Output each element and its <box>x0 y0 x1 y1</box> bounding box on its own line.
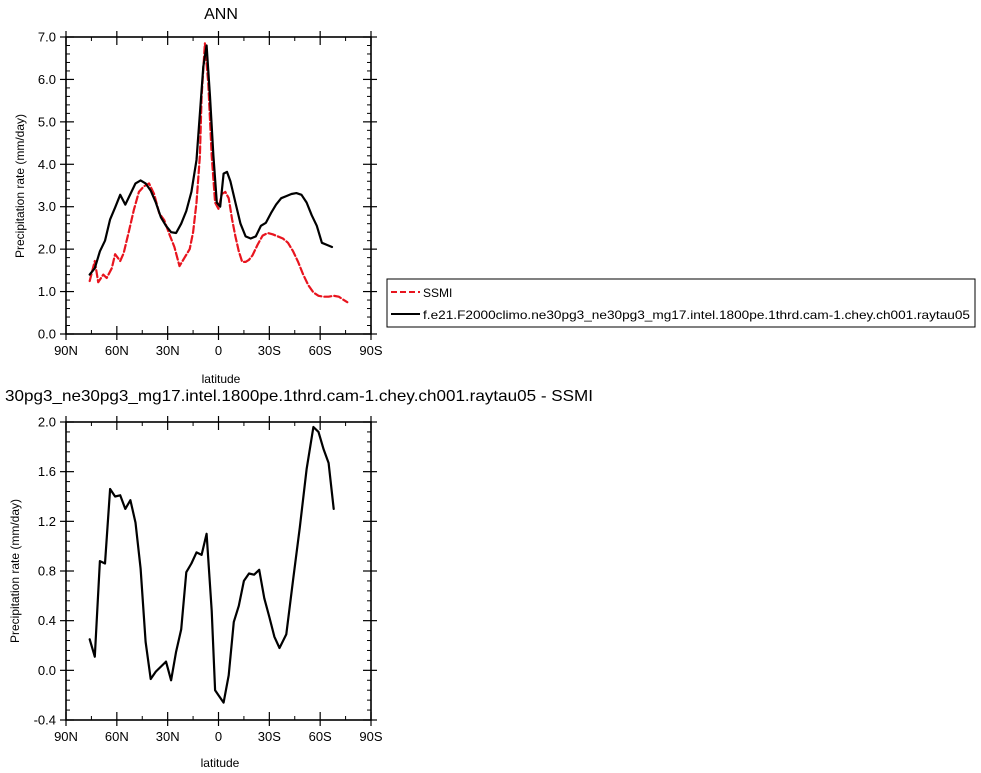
panel-bottom: 30pg3_ne30pg3_mg17.intel.1800pe.1thrd.ca… <box>5 388 593 770</box>
y-tick-label: 6.0 <box>38 72 56 87</box>
y-tick-label: -0.4 <box>34 713 56 728</box>
y-tick-label: 1.0 <box>38 284 56 299</box>
y-tick-label: 0.4 <box>38 613 56 628</box>
legend-label-ssmi: SSMI <box>423 286 452 300</box>
series-line-model <box>88 44 334 276</box>
y-tick-label: 2.0 <box>38 415 56 430</box>
x-tick-label: 30N <box>156 729 180 744</box>
panel-bottom-plot-area <box>88 425 335 704</box>
y-tick-label: 4.0 <box>38 157 56 172</box>
series-line-difference <box>88 425 335 704</box>
x-tick-label: 60N <box>105 343 129 358</box>
panel-bottom-xlabel: latitude <box>201 756 240 770</box>
legend-label-model: f.e21.F2000climo.ne30pg3_ne30pg3_mg17.in… <box>423 308 970 322</box>
panel-bottom-title: 30pg3_ne30pg3_mg17.intel.1800pe.1thrd.ca… <box>5 388 593 405</box>
legend: SSMI f.e21.F2000climo.ne30pg3_ne30pg3_mg… <box>386 278 976 328</box>
y-tick-label: 1.2 <box>38 514 56 529</box>
panel-top-ylabel: Precipitation rate (mm/day) <box>13 114 27 258</box>
y-tick-label: 2.0 <box>38 242 56 257</box>
panel-bottom-ylabel: Precipitation rate (mm/day) <box>8 499 22 643</box>
x-tick-label: 60N <box>105 729 129 744</box>
y-tick-label: 3.0 <box>38 199 56 214</box>
series-line-ssmi <box>88 42 349 304</box>
panel-top-x-axis: 90N 60N 30N 0 30S 60S 90S <box>54 31 383 358</box>
panel-top-title: ANN <box>204 6 238 23</box>
y-tick-label: 5.0 <box>38 114 56 129</box>
x-tick-label: 0 <box>215 729 222 744</box>
y-tick-label: 0.0 <box>38 327 56 342</box>
panel-top-plot-area <box>88 42 349 304</box>
y-tick-label: 7.0 <box>38 30 56 45</box>
y-tick-label: 0.8 <box>38 564 56 579</box>
panel-bottom-y-axis: -0.4 0.0 0.4 0.8 1.2 1.6 2.0 <box>34 415 377 728</box>
x-tick-label: 90N <box>54 729 78 744</box>
x-tick-label: 90S <box>359 729 382 744</box>
x-tick-label: 90S <box>359 343 382 358</box>
x-tick-label: 60S <box>309 729 332 744</box>
x-tick-label: 0 <box>215 343 222 358</box>
y-tick-label: 1.6 <box>38 464 56 479</box>
panel-top-xlabel: latitude <box>202 372 241 386</box>
panel-top-frame <box>65 36 372 335</box>
x-tick-label: 30S <box>258 729 281 744</box>
legend-box <box>386 278 976 328</box>
panel-top-y-axis: 0.0 1.0 2.0 3.0 4.0 5.0 6.0 7.0 <box>38 30 377 342</box>
x-tick-label: 30N <box>156 343 180 358</box>
panel-top: ANN Precipitation rate (mm/day) latitude… <box>13 6 383 386</box>
x-tick-label: 60S <box>309 343 332 358</box>
y-tick-label: 0.0 <box>38 663 56 678</box>
panel-bottom-frame <box>65 421 372 721</box>
x-tick-label: 90N <box>54 343 78 358</box>
x-tick-label: 30S <box>258 343 281 358</box>
